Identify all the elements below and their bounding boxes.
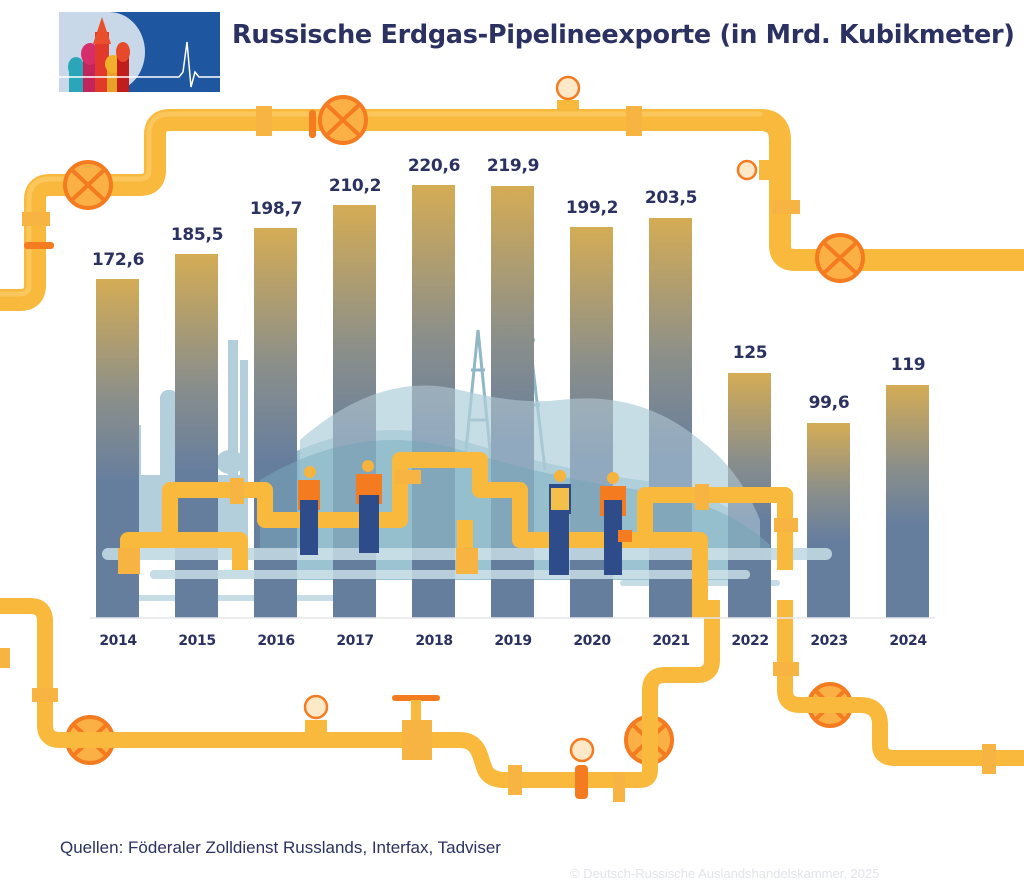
chart-title: Russische Erdgas-Pipelineexporte (in Mrd… bbox=[232, 20, 1015, 50]
bar-value-label: 199,2 bbox=[565, 198, 619, 218]
bar-value-label: 99,6 bbox=[808, 393, 850, 413]
pressure-gauge-icon bbox=[303, 75, 781, 763]
x-axis-label: 2022 bbox=[731, 633, 769, 649]
pipe-flange bbox=[0, 470, 996, 802]
logo bbox=[59, 12, 220, 92]
bar-value-label: 219,9 bbox=[486, 156, 540, 176]
bar-value-label: 172,6 bbox=[91, 250, 145, 270]
gate-valve-icon bbox=[392, 695, 440, 760]
x-axis-label: 2020 bbox=[573, 633, 611, 649]
bar-value-label: 203,5 bbox=[644, 188, 698, 208]
x-axis-label: 2024 bbox=[889, 633, 927, 649]
x-axis-label: 2014 bbox=[99, 633, 137, 649]
bar-value-label: 198,7 bbox=[249, 199, 303, 219]
pipe-band bbox=[575, 765, 588, 799]
bar-2018 bbox=[412, 185, 455, 618]
worker-icon bbox=[298, 460, 632, 575]
bar-value-label: 185,5 bbox=[170, 225, 224, 245]
x-axis-label: 2018 bbox=[415, 633, 453, 649]
bar-value-label: 220,6 bbox=[407, 156, 461, 176]
kremlin-heartbeat-icon bbox=[59, 17, 220, 92]
x-axis-label: 2016 bbox=[257, 633, 295, 649]
bar-2024 bbox=[886, 385, 929, 618]
pipe-band bbox=[309, 110, 316, 138]
x-axis-label: 2019 bbox=[494, 633, 532, 649]
source-note: Quellen: Föderaler Zolldienst Russlands,… bbox=[60, 838, 501, 857]
x-axis-label: 2015 bbox=[178, 633, 216, 649]
scene-pipeline bbox=[0, 452, 1024, 788]
bar-value-label: 119 bbox=[890, 355, 926, 375]
pipe-band bbox=[24, 242, 54, 249]
bar-value-label: 210,2 bbox=[328, 176, 382, 196]
bar-value-label: 125 bbox=[732, 343, 768, 363]
bar-2023 bbox=[807, 423, 850, 618]
x-axis-label: 2023 bbox=[810, 633, 848, 649]
x-axis-label: 2017 bbox=[336, 633, 374, 649]
x-axis-label: 2021 bbox=[652, 633, 690, 649]
pipe-flange bbox=[22, 106, 800, 226]
copyright-note: © Deutsch-Russische Auslandshandelskamme… bbox=[570, 866, 880, 881]
bar-2015 bbox=[175, 254, 218, 618]
